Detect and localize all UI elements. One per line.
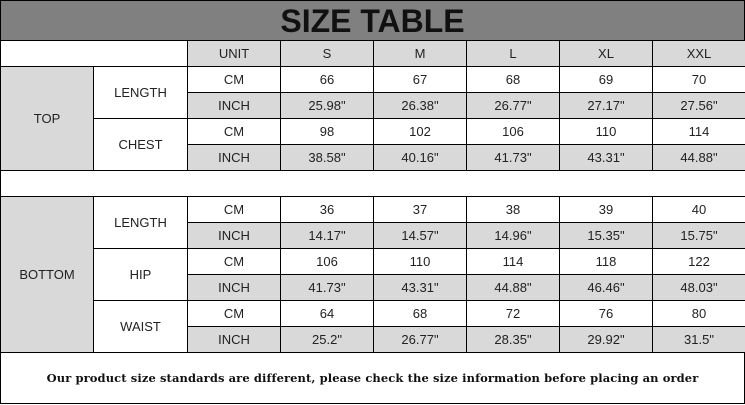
value-cell: 14.17" [280,222,374,249]
table-row: INCH 14.17" 14.57" 14.96" 15.35" 15.75" [1,222,745,249]
spacer-cell [0,170,745,197]
value-cell: 37 [373,196,467,223]
value-cell: 26.38" [373,92,467,119]
value-cell: 46.46" [559,274,653,301]
unit-cell: INCH [187,222,281,249]
size-table-title: SIZE TABLE [0,0,745,41]
table-row: WAIST CM 64 68 72 76 80 [1,300,745,353]
value-cell: 41.73" [466,144,560,171]
size-disclaimer: Our product size standards are different… [0,352,745,404]
value-cell: 31.5" [652,326,745,353]
value-cell: 36 [280,196,374,223]
value-cell: 67 [373,66,467,93]
unit-cell: CM [187,66,281,93]
value-cell: 110 [559,118,653,145]
value-cell: 64 [280,300,374,327]
value-cell: 106 [466,118,560,145]
value-cell: 80 [652,300,745,327]
value-cell: 44.88" [466,274,560,301]
table-row: CHEST CM 98 102 106 110 114 [1,118,745,171]
value-cell: 69 [559,66,653,93]
value-cell: 15.35" [559,222,653,249]
section-label: TOP [0,66,94,171]
value-cell: 44.88" [652,144,745,171]
size-header-xl: XL [559,40,653,67]
value-cell: 29.92" [559,326,653,353]
section-label: BOTTOM [0,196,94,353]
unit-cell: CM [187,118,281,145]
measure-label: LENGTH [93,66,188,119]
value-cell: 38.58" [280,144,374,171]
unit-cell: INCH [187,144,281,171]
value-cell: 40.16" [373,144,467,171]
value-cell: 43.31" [373,274,467,301]
measure-label: CHEST [93,118,188,171]
value-cell: 28.35" [466,326,560,353]
value-cell: 110 [373,248,467,275]
value-cell: 68 [466,66,560,93]
value-cell: 70 [652,66,745,93]
size-table: UNIT S M L XL XXL TOP LENGTH CM 66 67 68 69 70 INCH 25.… [0,40,745,353]
table-row: TOP LENGTH CM 66 67 68 69 70 [0,66,745,171]
size-header-xxl: XXL [652,40,745,67]
value-cell: 118 [559,248,653,275]
header-blank [0,40,188,67]
value-cell: 114 [652,118,745,145]
value-cell: 122 [652,248,745,275]
value-cell: 25.98" [280,92,374,119]
value-cell: 66 [280,66,374,93]
table-row: INCH 25.2" 26.77" 28.35" 29.92" 31.5" [1,326,745,353]
value-cell: 72 [466,300,560,327]
value-cell: 14.57" [373,222,467,249]
unit-cell: INCH [187,92,281,119]
size-header-m: M [373,40,467,67]
value-cell: 26.77" [466,92,560,119]
size-header-l: L [466,40,560,67]
value-cell: 106 [280,248,374,275]
value-cell: 14.96" [466,222,560,249]
value-cell: 102 [373,118,467,145]
section-spacer [0,170,745,197]
size-header-s: S [280,40,374,67]
unit-header: UNIT [187,40,281,67]
table-row: BOTTOM LENGTH CM 36 37 38 39 40 [0,196,745,353]
value-cell: 41.73" [280,274,374,301]
value-cell: 48.03" [652,274,745,301]
unit-cell: CM [187,248,281,275]
unit-cell: INCH [187,326,281,353]
table-row: INCH 25.98" 26.38" 26.77" 27.17" 27.56" [1,92,745,119]
value-cell: 27.17" [559,92,653,119]
value-cell: 26.77" [373,326,467,353]
measure-label: HIP [93,248,188,301]
unit-cell: CM [187,300,281,327]
unit-cell: CM [187,196,281,223]
value-cell: 39 [559,196,653,223]
value-cell: 76 [559,300,653,327]
value-cell: 15.75" [652,222,745,249]
table-row: HIP CM 106 110 114 118 122 [1,248,745,301]
header-row: UNIT S M L XL XXL [0,40,745,67]
measure-label: WAIST [93,300,188,353]
value-cell: 27.56" [652,92,745,119]
table-row: INCH 38.58" 40.16" 41.73" 43.31" 44.88" [1,144,745,171]
value-cell: 38 [466,196,560,223]
value-cell: 114 [466,248,560,275]
table-row: INCH 41.73" 43.31" 44.88" 46.46" 48.03" [1,274,745,301]
value-cell: 25.2" [280,326,374,353]
value-cell: 68 [373,300,467,327]
value-cell: 43.31" [559,144,653,171]
value-cell: 98 [280,118,374,145]
measure-label: LENGTH [93,196,188,249]
unit-cell: INCH [187,274,281,301]
value-cell: 40 [652,196,745,223]
